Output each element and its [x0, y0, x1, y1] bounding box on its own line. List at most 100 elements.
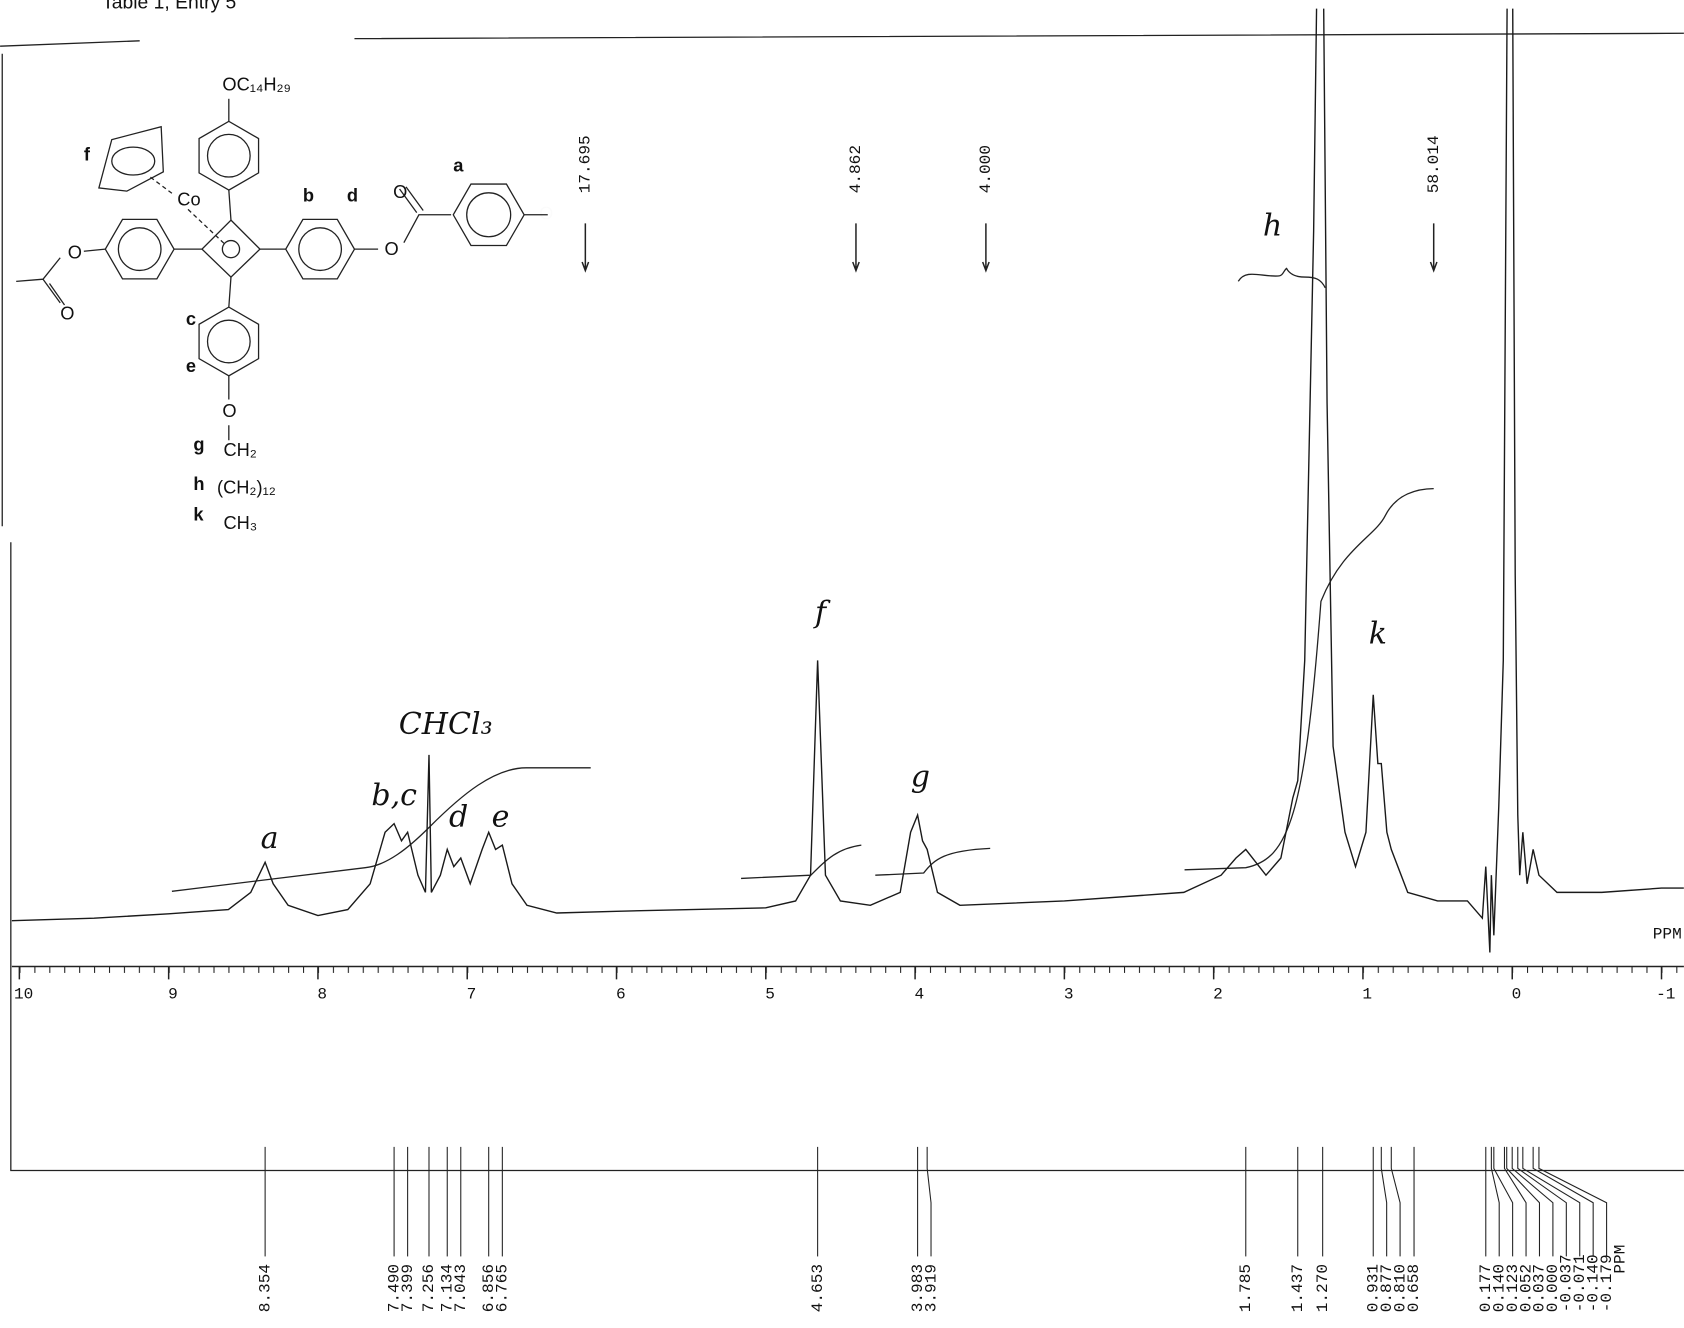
peak-label: -0.140 — [1584, 1254, 1602, 1312]
peak-label: 4.653 — [809, 1264, 827, 1312]
ring — [198, 120, 260, 191]
structure-label: CH₂ — [223, 439, 256, 460]
peak-leader — [926, 1146, 932, 1257]
ring-inner — [298, 227, 343, 272]
x-tick-label: 6 — [616, 986, 626, 1004]
peak-leader — [1517, 1146, 1567, 1257]
x-tick-label: 8 — [317, 986, 327, 1004]
structure-label: O — [222, 400, 236, 421]
peak-label: 0.052 — [1517, 1264, 1535, 1312]
peak-label: 0.037 — [1531, 1264, 1549, 1312]
x-tick-label: 0 — [1512, 986, 1522, 1004]
x-tick-label: 7 — [467, 986, 477, 1004]
peak-label: 6.856 — [480, 1264, 498, 1312]
x-tick-label: 9 — [168, 986, 178, 1004]
ring-inner — [206, 319, 251, 364]
peak-leader — [1490, 1146, 1500, 1257]
atom-label: O — [539, 203, 553, 224]
peak-annotation: h — [1263, 209, 1282, 244]
structure-label: CH₃ — [223, 512, 257, 533]
structure-label: b — [303, 184, 314, 205]
peak-unit: PPM — [1611, 1245, 1629, 1274]
peak-annotation: e — [492, 799, 510, 834]
x-tick-label: -1 — [1656, 986, 1675, 1004]
peak-label: 1.785 — [1237, 1264, 1255, 1312]
structure-label: (CH₂)₁₂ — [217, 476, 276, 497]
peak-annotation: d — [449, 799, 468, 834]
structure-label: O — [393, 181, 407, 202]
peak-label: 0.658 — [1405, 1264, 1423, 1312]
ring — [104, 218, 175, 280]
structure-label: Co — [177, 189, 200, 210]
peak-label: -0.179 — [1598, 1254, 1616, 1312]
integral-label: 4.862 — [847, 145, 865, 193]
peak-label: 7.134 — [438, 1264, 456, 1312]
integral-label: 17.695 — [577, 135, 595, 193]
peak-leader — [1538, 1146, 1608, 1257]
minor-ticks — [11, 966, 1684, 973]
peak-label: 0.000 — [1544, 1264, 1562, 1312]
structure-label: d — [347, 184, 358, 205]
spectrum — [11, 8, 1684, 953]
peak-annotation: b,c — [371, 778, 417, 813]
peak-label: 7.490 — [385, 1264, 403, 1312]
structure-label: OC₁₄H₂₉ — [222, 74, 290, 95]
peak-label: 0.140 — [1490, 1264, 1508, 1312]
peak-leader — [1503, 1146, 1527, 1257]
structure-label: h — [193, 473, 204, 494]
x-tick-label: 2 — [1213, 986, 1223, 1004]
peak-leader — [1380, 1146, 1388, 1257]
peak-annotation: a — [261, 821, 279, 856]
structure-label: a — [453, 154, 464, 175]
peak-leader — [1511, 1146, 1554, 1257]
structure-label: e — [186, 355, 196, 376]
peak-leader — [1390, 1146, 1401, 1257]
integral-arrow — [981, 223, 990, 273]
x-tick-label: 5 — [765, 986, 775, 1004]
ring-inner — [117, 227, 162, 272]
integral-arrow — [1429, 223, 1438, 273]
peak-leader — [1506, 1146, 1541, 1257]
peak-annotation: k — [1369, 617, 1387, 652]
peak-label: 8.354 — [256, 1264, 274, 1312]
peak-leader — [1522, 1146, 1581, 1257]
peak-label: 0.931 — [1364, 1264, 1382, 1312]
peak-label: 1.437 — [1289, 1264, 1307, 1312]
peak-label: -0.037 — [1558, 1254, 1576, 1312]
peak-label: 0.123 — [1504, 1264, 1522, 1312]
peak-label: 7.399 — [399, 1264, 417, 1312]
integral-label: 4.000 — [977, 145, 995, 193]
structure-label: c — [186, 308, 196, 329]
ring-inner — [206, 133, 251, 178]
peak-label: -0.071 — [1571, 1254, 1589, 1312]
peak-leader — [1532, 1146, 1594, 1257]
integral-label: 58.014 — [1425, 135, 1443, 193]
ring — [198, 306, 260, 377]
peak-label: 0.177 — [1477, 1264, 1495, 1312]
ring-inner — [466, 192, 512, 238]
x-axis-label: PPM — [1653, 926, 1682, 944]
peak-leader — [1493, 1146, 1514, 1257]
peak-label: 1.270 — [1314, 1264, 1332, 1312]
ring — [284, 218, 356, 280]
structure-label: f — [84, 144, 91, 165]
peak-label: 7.043 — [452, 1264, 470, 1312]
frame — [1, 53, 1684, 1172]
x-tick-label: 1 — [1362, 986, 1372, 1004]
structure-label: k — [193, 503, 204, 524]
peak-label: 7.256 — [420, 1264, 438, 1312]
x-tick-label: 4 — [915, 986, 925, 1004]
peak-label: 0.877 — [1378, 1264, 1396, 1312]
ring — [452, 183, 525, 247]
peak-label: 0.810 — [1391, 1264, 1409, 1312]
x-tick-label: 3 — [1064, 986, 1074, 1004]
structure — [16, 98, 548, 441]
integral-arrow — [581, 223, 590, 273]
peak-label: 3.983 — [909, 1264, 927, 1312]
structure-label: O — [60, 302, 74, 323]
peak-annotation: f — [813, 595, 831, 630]
peak-annotation: g — [911, 760, 930, 795]
structure-label: g — [193, 433, 204, 454]
